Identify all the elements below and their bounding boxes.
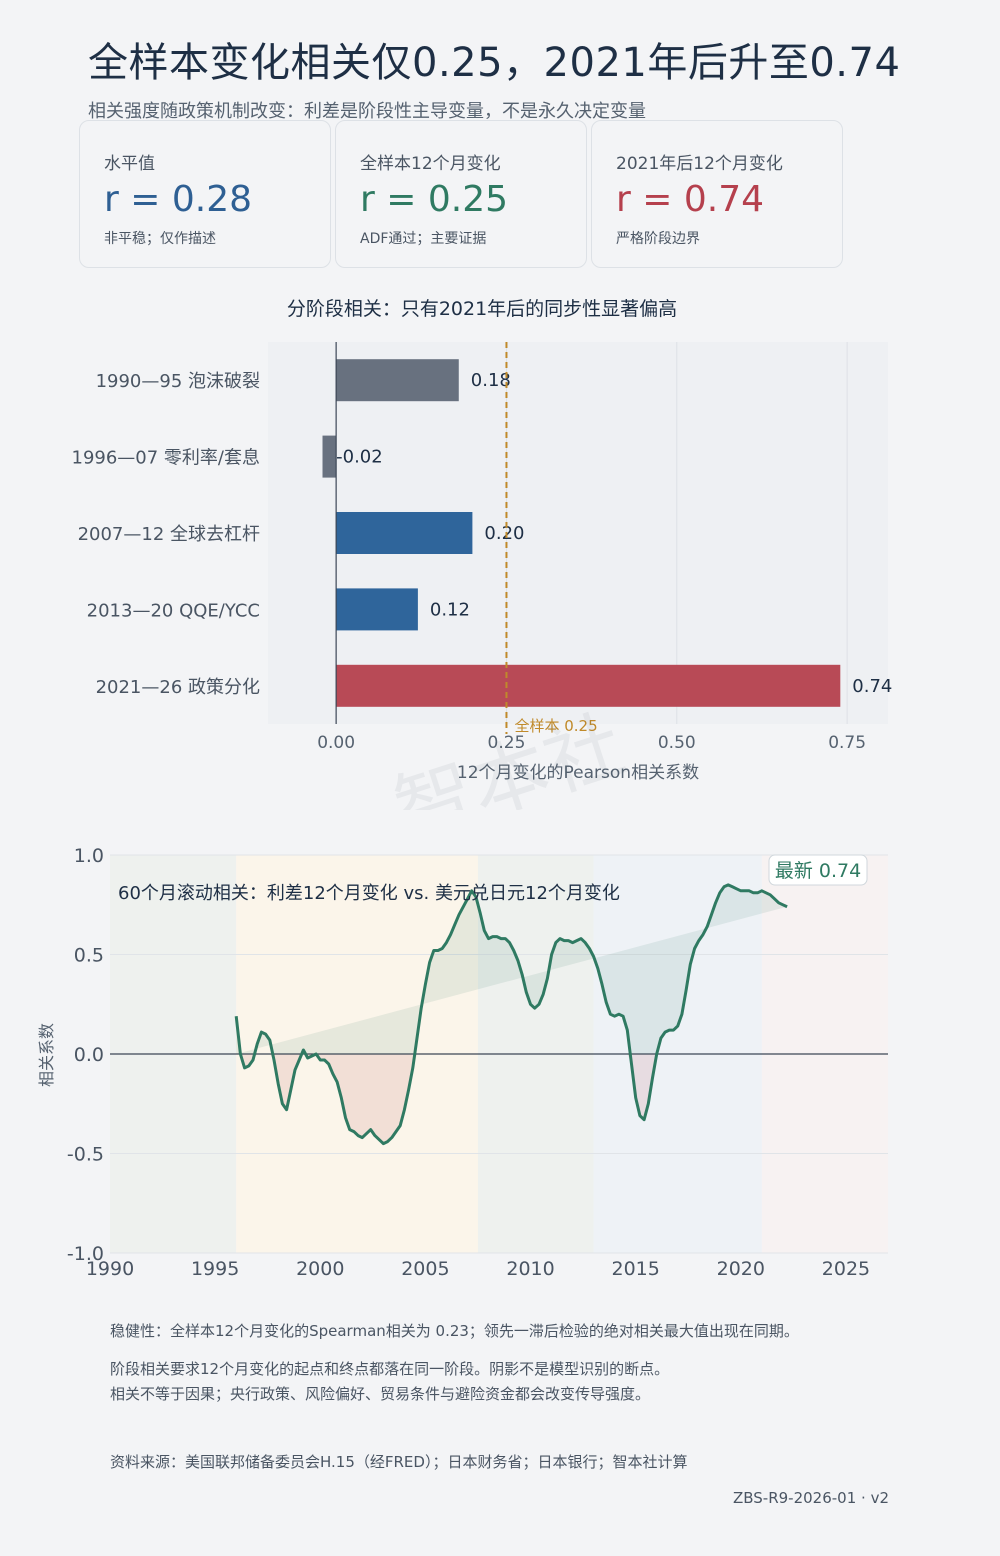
bar-value-label: 0.12	[430, 599, 470, 620]
stat-card-note: 严格阶段边界	[616, 231, 700, 247]
bar-value-label: 0.18	[471, 370, 511, 391]
page-subtitle: 相关强度随政策机制改变：利差是阶段性主导变量，不是永久决定变量	[88, 101, 646, 122]
stat-card-post-2021: 2021年后12个月变化 r = 0.74 严格阶段边界	[591, 120, 843, 268]
line-chart-title: 60个月滚动相关：利差12个月变化 vs. 美元兑日元12个月变化	[118, 883, 620, 904]
bar	[336, 512, 473, 554]
bar	[336, 359, 459, 402]
stat-card-label: 2021年后12个月变化	[616, 154, 783, 174]
page-title: 全样本变化相关仅0.25，2021年后升至0.74	[88, 40, 901, 86]
bar-category-label: 2013—20 QQE/YCC	[87, 600, 260, 621]
stat-card-value: r = 0.25	[360, 179, 509, 220]
correlation-line	[234, 883, 788, 1146]
x-tick-label: 2025	[822, 1258, 870, 1280]
stat-card-label: 全样本12个月变化	[360, 154, 501, 174]
stat-card-label: 水平值	[104, 154, 155, 174]
stat-card-level: 水平值 r = 0.28 非平稳；仅作描述	[79, 120, 331, 268]
robustness-note: 稳健性：全样本12个月变化的Spearman相关为 0.23；领先一滞后检验的绝…	[110, 1322, 799, 1340]
bar-category-label: 1996—07 零利率/套息	[72, 448, 261, 469]
bar-value-label: 0.74	[852, 676, 892, 697]
report-code: ZBS-R9-2026-01 · v2	[732, 1489, 889, 1507]
bar-category-label: 2007—12 全球去杠杆	[78, 524, 260, 545]
rolling-correlation-chart: 60个月滚动相关：利差12个月变化 vs. 美元兑日元12个月变化 1.0 0.5…	[37, 845, 888, 1280]
x-tick-label: 2020	[717, 1258, 765, 1280]
latest-annotation: 最新 0.74	[775, 860, 861, 882]
x-tick-label: 1995	[191, 1258, 239, 1280]
bar-x-axis-label: 12个月变化的Pearson相关系数	[457, 763, 699, 783]
y-tick-label: -1.0	[67, 1243, 104, 1265]
negative-area	[236, 1054, 788, 1144]
stat-card-value: r = 0.74	[616, 179, 765, 220]
y-tick-label: 0.5	[74, 945, 104, 967]
stat-card-note: 非平稳；仅作描述	[104, 231, 216, 247]
bar-category-label: 1990—95 泡沫破裂	[96, 371, 260, 392]
stat-card-note: ADF通过；主要证据	[360, 231, 487, 247]
y-tick-label: -0.5	[67, 1144, 104, 1166]
bar-chart-title: 分阶段相关：只有2021年后的同步性显著偏高	[287, 298, 677, 320]
y-tick-label: 1.0	[74, 845, 104, 867]
stat-card-value: r = 0.28	[104, 179, 253, 220]
bar	[322, 435, 337, 478]
x-tick-label: 2000	[296, 1258, 344, 1280]
bar-x-tick-label: 0.00	[317, 733, 355, 753]
latest-annotation-box	[768, 854, 868, 886]
x-tick-label: 1990	[86, 1258, 134, 1280]
x-tick-label: 2015	[611, 1258, 659, 1280]
caveat-note: 相关不等于因果；央行政策、风险偏好、贸易条件与避险资金都会改变传导强度。	[110, 1385, 651, 1403]
bar-x-tick-label: 0.25	[488, 733, 526, 753]
x-tick-label: 2010	[506, 1258, 554, 1280]
y-axis-label: 相关系数	[37, 1023, 56, 1087]
bar	[336, 664, 841, 707]
bar-x-tick-label: 0.75	[828, 733, 866, 753]
method-note: 阶段相关要求12个月变化的起点和终点都落在同一阶段。阴影不是模型识别的断点。	[110, 1360, 670, 1378]
bar-x-tick-label: 0.50	[658, 733, 696, 753]
source-note: 资料来源：美国联邦储备委员会H.15（经FRED）；日本财务省；日本银行；智本社…	[110, 1453, 688, 1471]
stat-card-full-sample: 全样本12个月变化 r = 0.25 ADF通过；主要证据	[335, 120, 587, 268]
x-tick-label: 2005	[401, 1258, 449, 1280]
positive-area	[236, 884, 788, 1054]
bar-value-label: 0.20	[484, 523, 524, 544]
bar-category-label: 2021—26 政策分化	[96, 677, 260, 698]
bar	[336, 588, 418, 631]
regime-bar-chart: 分阶段相关：只有2021年后的同步性显著偏高 0.18 1990—95 泡沫破裂 -…	[72, 298, 893, 810]
y-tick-label: 0.0	[74, 1044, 104, 1066]
reference-label: 全样本 0.25	[514, 717, 597, 735]
bar-value-label: -0.02	[336, 447, 383, 468]
